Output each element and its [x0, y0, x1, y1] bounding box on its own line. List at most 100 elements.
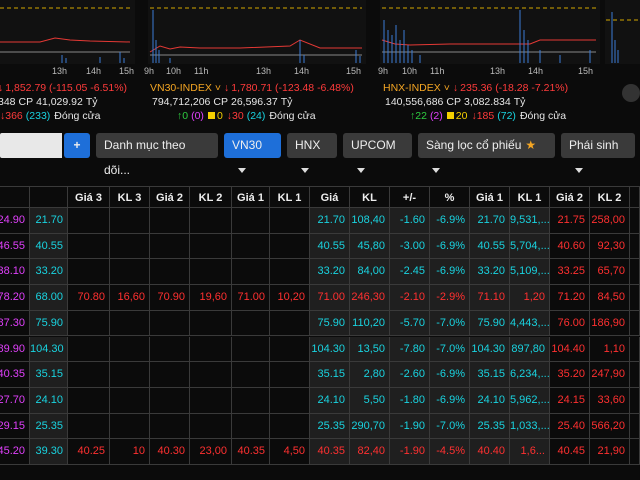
table-cell[interactable]	[190, 310, 232, 337]
table-cell[interactable]: 21.70	[310, 208, 350, 234]
table-cell[interactable]: 40.35	[0, 362, 30, 388]
table-cell[interactable]: 65,70	[590, 259, 630, 286]
table-cell[interactable]: 110,20	[350, 310, 390, 337]
index-name[interactable]: VN30-INDEX	[150, 82, 212, 94]
table-cell[interactable]: -6.9%	[430, 208, 470, 234]
table-cell[interactable]	[270, 387, 310, 414]
table-cell[interactable]: 104.30	[470, 336, 510, 363]
table-cell[interactable]	[68, 387, 110, 414]
table-cell[interactable]: -1.90	[390, 439, 430, 465]
table-cell[interactable]	[150, 362, 190, 388]
table-cell[interactable]	[270, 208, 310, 234]
add-button[interactable]: +	[64, 133, 90, 158]
table-cell[interactable]: 2,80	[350, 362, 390, 388]
table-cell[interactable]: 35.15	[310, 362, 350, 388]
table-cell[interactable]	[270, 310, 310, 337]
table-cell[interactable]: 21.70	[30, 208, 68, 234]
watchlist-button[interactable]: Danh mục theo dõi...	[96, 133, 218, 177]
table-cell[interactable]	[150, 336, 190, 363]
table-cell[interactable]: 92,30	[590, 233, 630, 260]
table-cell[interactable]: 6,234,...	[510, 362, 550, 388]
table-cell[interactable]	[150, 413, 190, 440]
tab-button[interactable]: HNX	[287, 133, 337, 174]
table-cell[interactable]	[68, 362, 110, 388]
table-cell[interactable]	[190, 413, 232, 440]
table-cell[interactable]: 84,00	[350, 259, 390, 286]
table-cell[interactable]	[68, 233, 110, 260]
table-cell[interactable]: 21.75	[550, 208, 590, 234]
table-cell[interactable]: -6.9%	[430, 362, 470, 388]
table-cell[interactable]: 45.20	[0, 439, 30, 465]
table-cell[interactable]: -1.90	[390, 413, 430, 440]
table-cell[interactable]: 70.90	[150, 285, 190, 311]
table-cell[interactable]: 35.15	[30, 362, 68, 388]
table-cell[interactable]: 89.90	[0, 336, 30, 363]
table-cell[interactable]: -3.00	[390, 233, 430, 260]
table-cell[interactable]: 71.10	[470, 285, 510, 311]
table-cell[interactable]: 33.20	[470, 259, 510, 286]
search-input[interactable]	[0, 133, 62, 158]
table-cell[interactable]	[232, 387, 270, 414]
table-cell[interactable]: 1,20	[510, 285, 550, 311]
table-cell[interactable]: 68.00	[30, 285, 68, 311]
table-cell[interactable]: 40.55	[310, 233, 350, 260]
table-cell[interactable]	[232, 208, 270, 234]
table-cell[interactable]: 9,531,...	[510, 208, 550, 234]
table-cell[interactable]: 246,30	[350, 285, 390, 311]
table-cell[interactable]: 76.00	[550, 310, 590, 337]
table-cell[interactable]	[190, 208, 232, 234]
table-cell[interactable]	[232, 233, 270, 260]
table-cell[interactable]: -7.0%	[430, 310, 470, 337]
table-cell[interactable]	[232, 336, 270, 363]
table-cell[interactable]: 4,443,...	[510, 310, 550, 337]
table-cell[interactable]: 10	[110, 439, 150, 465]
table-cell[interactable]: 40.35	[232, 439, 270, 465]
table-cell[interactable]: 10,20	[270, 285, 310, 311]
table-cell[interactable]: 21.70	[470, 208, 510, 234]
table-cell[interactable]: 40.40	[470, 439, 510, 465]
table-cell[interactable]: 186,90	[590, 310, 630, 337]
table-cell[interactable]: 24.10	[30, 387, 68, 414]
table-cell[interactable]: -7.80	[390, 336, 430, 363]
table-cell[interactable]: -7.0%	[430, 336, 470, 363]
table-cell[interactable]: 40.55	[30, 233, 68, 260]
table-cell[interactable]: 82,40	[350, 439, 390, 465]
table-cell[interactable]: 1,10	[590, 336, 630, 363]
table-cell[interactable]	[68, 413, 110, 440]
table-cell[interactable]: -2.9%	[430, 285, 470, 311]
table-cell[interactable]	[190, 387, 232, 414]
table-cell[interactable]	[150, 233, 190, 260]
table-cell[interactable]: 4,50	[270, 439, 310, 465]
table-cell[interactable]	[190, 336, 232, 363]
table-cell[interactable]: 33.25	[550, 259, 590, 286]
table-cell[interactable]	[110, 362, 150, 388]
table-cell[interactable]	[110, 387, 150, 414]
table-cell[interactable]: 897,80	[510, 336, 550, 363]
table-cell[interactable]: -2.60	[390, 362, 430, 388]
table-cell[interactable]: 104.30	[310, 336, 350, 363]
tab-button[interactable]: VN30	[224, 133, 281, 174]
table-cell[interactable]: 84,50	[590, 285, 630, 311]
table-cell[interactable]	[270, 336, 310, 363]
table-cell[interactable]: 24.10	[310, 387, 350, 414]
table-cell[interactable]: 21,90	[590, 439, 630, 465]
table-cell[interactable]: 40.55	[470, 233, 510, 260]
tab-button[interactable]: Sàng lọc cổ phiếu ★	[418, 133, 555, 174]
table-cell[interactable]: 27.70	[0, 387, 30, 414]
table-cell[interactable]	[110, 233, 150, 260]
table-cell[interactable]	[150, 310, 190, 337]
table-cell[interactable]: 23,00	[190, 439, 232, 465]
table-cell[interactable]: 45,80	[350, 233, 390, 260]
table-cell[interactable]	[270, 413, 310, 440]
table-cell[interactable]: 75.90	[470, 310, 510, 337]
index-name[interactable]: HNX-INDEX	[383, 82, 441, 94]
table-cell[interactable]	[110, 259, 150, 286]
table-cell[interactable]: 24.10	[470, 387, 510, 414]
table-cell[interactable]: 87.30	[0, 310, 30, 337]
table-cell[interactable]: -6.9%	[430, 233, 470, 260]
table-cell[interactable]: 16,60	[110, 285, 150, 311]
table-cell[interactable]: 5,50	[350, 387, 390, 414]
table-cell[interactable]	[232, 310, 270, 337]
table-cell[interactable]: 5,704,...	[510, 233, 550, 260]
table-cell[interactable]: 71.00	[310, 285, 350, 311]
